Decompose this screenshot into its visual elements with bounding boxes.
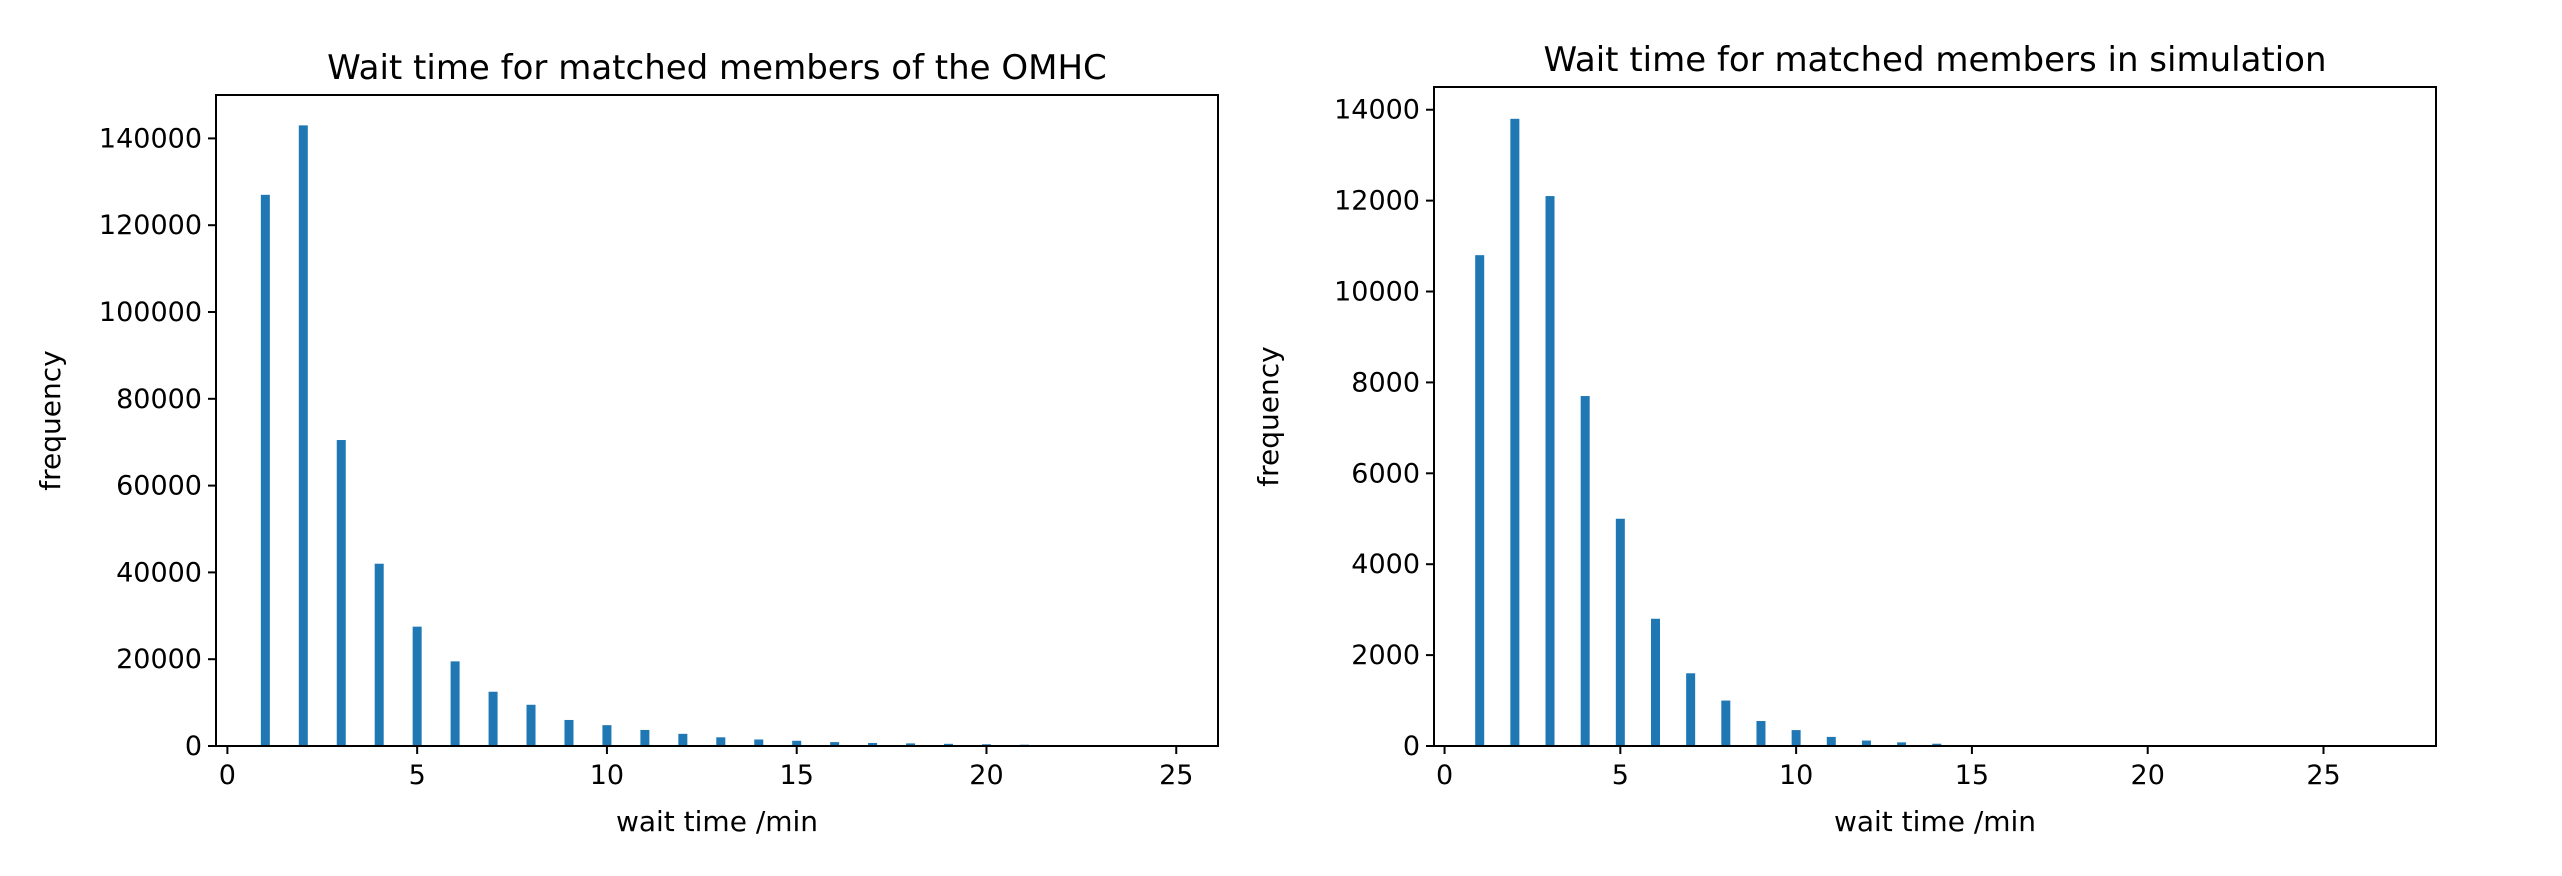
bar bbox=[1897, 742, 1907, 746]
bar bbox=[868, 742, 878, 746]
y-tick-label: 10000 bbox=[1334, 277, 1420, 308]
x-tick-label: 25 bbox=[2306, 760, 2340, 791]
bar bbox=[640, 729, 650, 746]
y-tick-label: 4000 bbox=[1351, 549, 1420, 580]
axis-ticks: 0 5 10 15 20 25 0 2000 4000 6000 8000 10000 12000 140… bbox=[1334, 95, 2341, 791]
x-tick-label: 15 bbox=[780, 760, 814, 791]
bar bbox=[336, 440, 346, 746]
chart-simulation-wait-time: Wait time for matched members in simulat… bbox=[1252, 40, 2437, 838]
y-tick-label: 0 bbox=[1403, 731, 1420, 762]
y-tick-label: 100000 bbox=[99, 297, 202, 328]
x-tick-label: 15 bbox=[1955, 760, 1989, 791]
bar bbox=[1686, 673, 1696, 746]
y-tick-label: 140000 bbox=[99, 123, 202, 154]
bar bbox=[944, 743, 954, 746]
chart-omhc-wait-time: Wait time for matched members of the OMH… bbox=[34, 48, 1219, 838]
bar bbox=[1721, 700, 1731, 746]
x-axis-label: wait time /min bbox=[616, 805, 818, 838]
bar bbox=[260, 194, 270, 746]
y-tick-label: 6000 bbox=[1351, 458, 1420, 489]
bar bbox=[1475, 255, 1485, 746]
bar bbox=[1932, 743, 1942, 746]
bar bbox=[792, 740, 802, 746]
chart-title: Wait time for matched members of the OMH… bbox=[327, 48, 1107, 88]
bar bbox=[526, 704, 536, 746]
y-tick-label: 2000 bbox=[1351, 640, 1420, 671]
x-tick-label: 0 bbox=[219, 760, 236, 791]
bar bbox=[374, 563, 384, 746]
bar bbox=[298, 125, 308, 746]
bar bbox=[1580, 396, 1590, 746]
y-tick-label: 120000 bbox=[99, 210, 202, 241]
x-tick-label: 0 bbox=[1436, 760, 1453, 791]
bar bbox=[678, 733, 688, 746]
plot-frame bbox=[1433, 86, 2437, 747]
y-axis-label: frequency bbox=[1252, 346, 1285, 486]
bar bbox=[1545, 196, 1555, 746]
bar bbox=[1756, 721, 1766, 746]
y-tick-label: 8000 bbox=[1351, 367, 1420, 398]
x-tick-label: 5 bbox=[409, 760, 426, 791]
y-tick-label: 12000 bbox=[1334, 186, 1420, 217]
bar bbox=[1826, 736, 1836, 746]
bar-series bbox=[1475, 118, 1977, 747]
x-tick-label: 5 bbox=[1612, 760, 1629, 791]
x-tick-label: 10 bbox=[590, 760, 624, 791]
y-tick-label: 80000 bbox=[116, 384, 202, 415]
bar bbox=[1791, 730, 1801, 746]
chart-title: Wait time for matched members in simulat… bbox=[1543, 40, 2326, 80]
bar bbox=[1615, 518, 1625, 746]
x-tick-label: 10 bbox=[1779, 760, 1813, 791]
bar bbox=[1650, 618, 1660, 746]
plot-frame bbox=[215, 94, 1219, 747]
x-axis-label: wait time /min bbox=[1834, 805, 2036, 838]
bar bbox=[488, 691, 498, 746]
bar bbox=[602, 725, 612, 746]
y-tick-label: 60000 bbox=[116, 471, 202, 502]
bar bbox=[716, 737, 726, 746]
axis-ticks: 0 5 10 15 20 25 0 20000 40000 60000 80000 100000 120… bbox=[99, 123, 1194, 791]
bar bbox=[564, 719, 574, 746]
bar bbox=[1861, 740, 1871, 746]
bar bbox=[830, 742, 840, 746]
bar bbox=[412, 626, 422, 746]
x-tick-label: 20 bbox=[2131, 760, 2165, 791]
y-tick-label: 14000 bbox=[1334, 95, 1420, 126]
bar bbox=[906, 743, 916, 746]
bar bbox=[450, 661, 460, 746]
bar bbox=[754, 739, 764, 746]
y-axis-label: frequency bbox=[34, 350, 67, 490]
y-tick-label: 0 bbox=[185, 731, 202, 762]
y-tick-label: 40000 bbox=[116, 557, 202, 588]
bar bbox=[1510, 118, 1520, 747]
y-tick-label: 20000 bbox=[116, 644, 202, 675]
x-tick-label: 20 bbox=[969, 760, 1003, 791]
bar-series bbox=[260, 125, 1029, 746]
x-tick-label: 25 bbox=[1159, 760, 1193, 791]
